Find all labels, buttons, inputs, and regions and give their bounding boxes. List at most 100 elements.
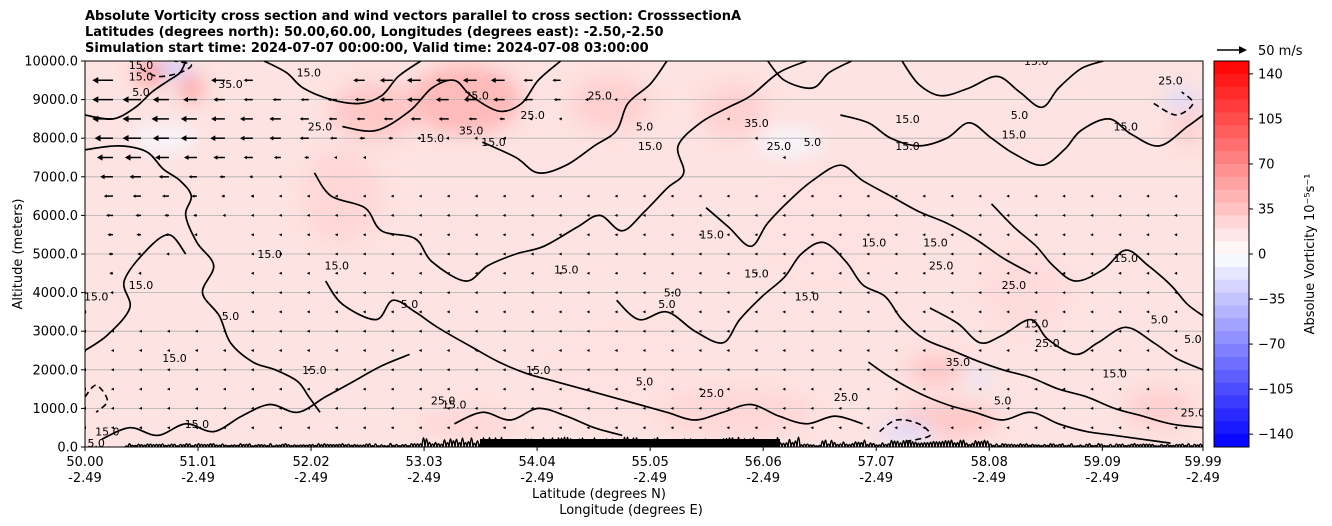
wind-vector-calm — [586, 406, 590, 410]
wind-vector-calm — [530, 368, 534, 372]
wind-vector-calm — [446, 252, 450, 256]
wind-vector-calm — [502, 349, 506, 352]
wind-vector-calm — [698, 426, 702, 430]
wind-vector-calm — [950, 310, 954, 314]
wind-vector-calm — [866, 291, 870, 295]
wind-vector-calm — [502, 233, 506, 237]
wind-vector-calm — [810, 406, 814, 410]
wind-vector-calm — [754, 329, 758, 333]
wind-vector-1 — [92, 77, 113, 84]
colorbar-tick-label-7: −105 — [1258, 383, 1294, 398]
wind-vector-calm — [866, 310, 870, 314]
wind-vector-head — [184, 155, 189, 160]
wind-vector-calm — [1174, 349, 1178, 352]
x-tick-label-lon-5: -2.49 — [633, 471, 667, 486]
wind-vector-head — [558, 117, 562, 121]
contour-label-2: 15.0 — [297, 67, 322, 80]
contour-label-21: 5.0 — [664, 287, 682, 300]
wind-vector-calm — [502, 213, 506, 217]
wind-vector-calm — [866, 252, 870, 256]
wind-vector-47 — [468, 117, 477, 121]
wind-vector-33 — [67, 116, 85, 123]
wind-vector-calm — [166, 426, 170, 430]
wind-vector-calm — [642, 329, 646, 333]
wind-vector-calm — [614, 426, 618, 430]
wind-vector-calm — [306, 387, 310, 391]
wind-vector-calm — [670, 252, 674, 256]
wind-vector-73 — [243, 155, 253, 160]
colorbar-band — [1214, 176, 1249, 190]
wind-vector-calm — [530, 233, 534, 237]
wind-vector-calm — [390, 310, 394, 314]
colorbar-band — [1214, 125, 1249, 139]
wind-vector-head — [417, 136, 421, 140]
wind-vector-calm — [642, 349, 646, 352]
negative-contour-line-d4 — [85, 384, 109, 413]
wind-vector-calm — [782, 368, 786, 372]
wind-vector-calm — [586, 291, 590, 295]
colorbar-band — [1214, 86, 1249, 100]
wind-vector-calm — [306, 271, 310, 275]
contour-line-c13 — [929, 307, 1203, 371]
wind-vector-calm — [278, 368, 282, 372]
wind-vector-calm — [390, 213, 394, 217]
wind-vector-calm — [978, 252, 982, 256]
wind-vector-112 — [110, 290, 114, 295]
wind-vector-head — [435, 97, 441, 103]
wind-vector-calm — [278, 233, 282, 237]
wind-vector-calm — [278, 194, 282, 198]
y-tick-label-4: 4000.0 — [33, 286, 79, 301]
wind-vector-calm — [1090, 329, 1094, 333]
wind-vector-calm — [866, 349, 870, 352]
negative-contour-line-d1 — [140, 61, 193, 78]
colorbar-band — [1214, 395, 1249, 409]
wind-vector-head — [103, 194, 107, 198]
wind-vector-calm — [838, 291, 842, 295]
wind-vector-calm — [754, 233, 758, 237]
wind-vector-calm — [726, 213, 730, 217]
wind-vector-22 — [642, 97, 646, 102]
wind-vector-head — [354, 97, 359, 102]
wind-vector-calm — [390, 329, 394, 333]
wind-vector-head — [438, 116, 443, 121]
wind-vector-8 — [243, 97, 253, 102]
wind-vector-calm — [306, 349, 310, 352]
y-tick-label-8: 8000.0 — [33, 132, 79, 147]
wind-vector-18 — [523, 97, 533, 102]
wind-vector-calm — [1006, 406, 1010, 410]
wind-vector-calm — [418, 233, 422, 237]
contour-label-30: 5.0 — [401, 298, 419, 311]
contour-label-15: 5.0 — [804, 136, 822, 149]
wind-vector-head — [165, 233, 169, 237]
wind-vector-head — [445, 136, 449, 140]
wind-vector-calm — [614, 406, 618, 410]
wind-vector-calm — [1006, 233, 1010, 237]
wind-vector-calm — [726, 194, 730, 198]
wind-vector-calm — [166, 387, 170, 391]
wind-vector-20 — [584, 97, 589, 102]
quiver-key-label: 50 m/s — [1258, 44, 1303, 59]
colorbar-band — [1214, 202, 1249, 216]
wind-vector-17 — [493, 97, 505, 102]
wind-vector-calm — [1062, 349, 1066, 352]
contour-label-5: 25.0 — [464, 90, 489, 103]
wind-vector-61 — [359, 136, 365, 140]
wind-vector-head — [166, 252, 170, 256]
wind-vector-calm — [530, 291, 534, 295]
wind-vector-calm — [586, 349, 590, 352]
wind-vector-calm — [894, 329, 898, 333]
wind-vector-calm — [390, 426, 394, 430]
wind-vector-calm — [670, 349, 674, 352]
wind-vector-calm — [1174, 426, 1178, 430]
wind-vector-calm — [334, 194, 338, 198]
wind-vector-58 — [269, 135, 281, 141]
wind-vector-calm — [1062, 271, 1066, 275]
wind-vector-calm — [838, 349, 842, 352]
wind-vector-head — [299, 136, 303, 140]
wind-vector-7 — [213, 97, 225, 102]
contour-label-41: 5.0 — [994, 395, 1012, 408]
contour-label-35: 25.0 — [929, 260, 954, 273]
wind-vector-calm — [1034, 368, 1038, 372]
wind-vector-calm — [978, 387, 982, 391]
wind-vector-calm — [642, 213, 646, 217]
